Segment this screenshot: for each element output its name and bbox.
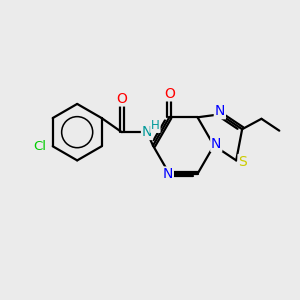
Text: N: N: [142, 125, 152, 139]
Text: H: H: [151, 119, 160, 132]
Text: N: N: [163, 167, 173, 182]
Text: O: O: [116, 92, 127, 106]
Text: N: N: [211, 137, 221, 151]
Text: Cl: Cl: [33, 140, 46, 153]
Text: S: S: [238, 155, 247, 169]
Text: N: N: [215, 104, 225, 118]
Text: O: O: [164, 86, 175, 100]
